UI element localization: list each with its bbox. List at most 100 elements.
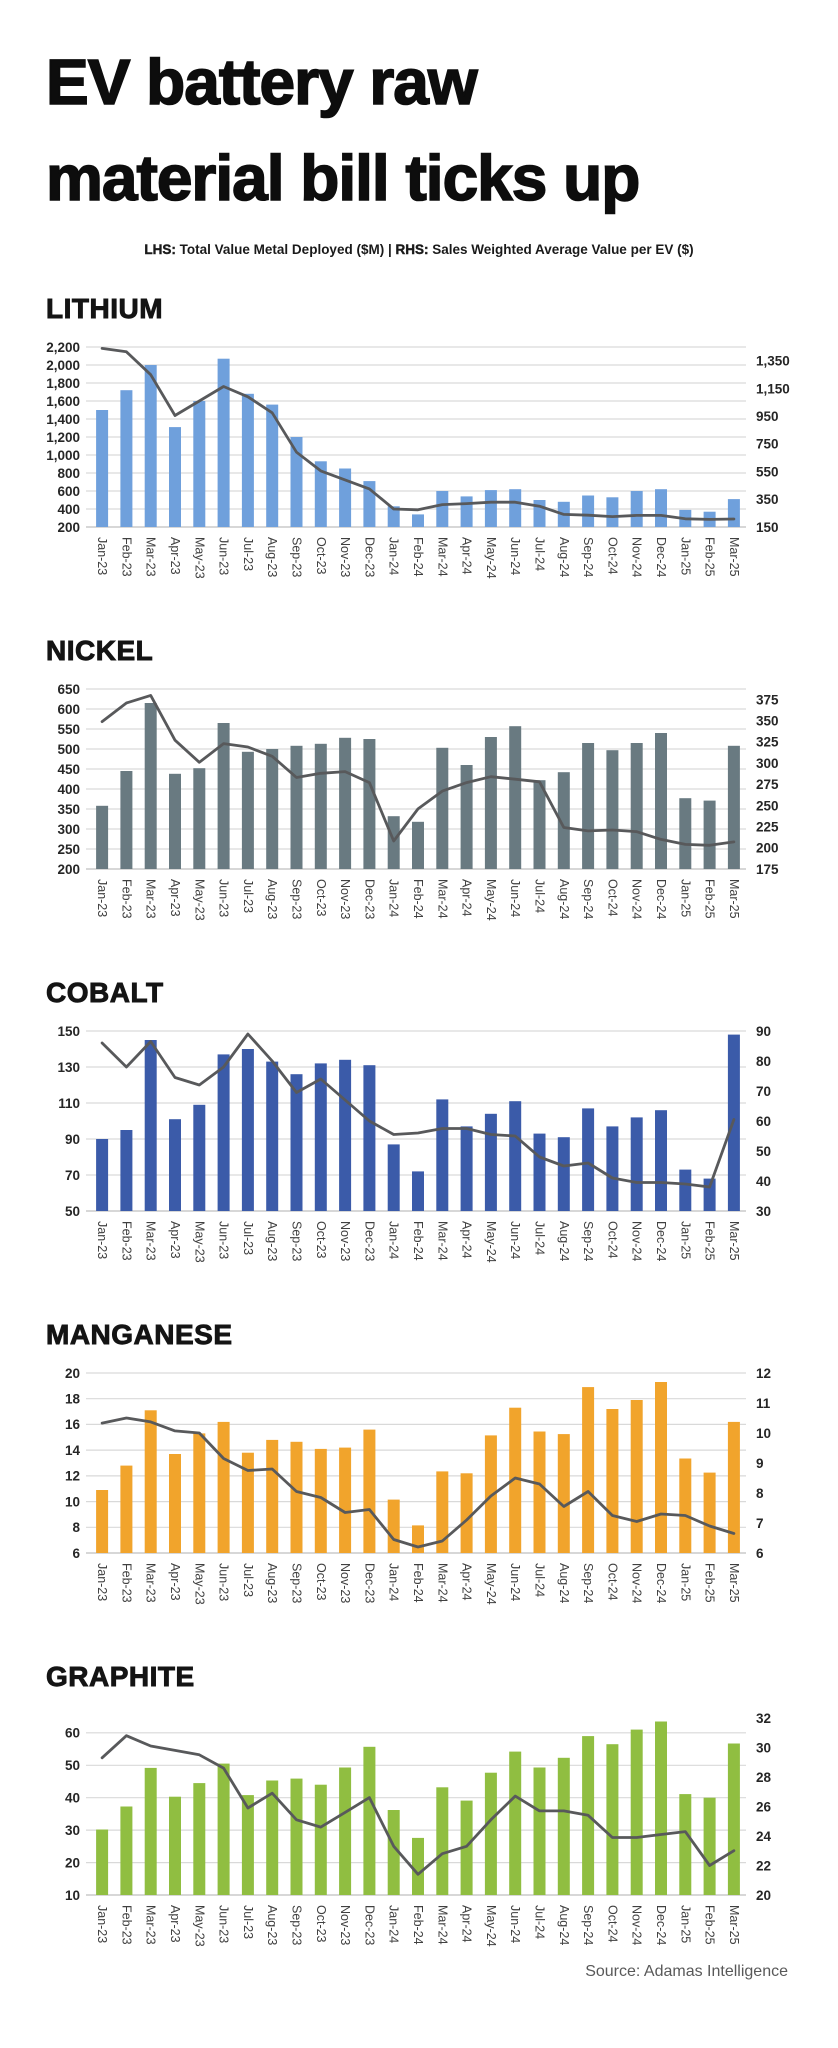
x-tick-label: Mar-25 [727, 1905, 741, 1945]
bar-Aug-24 [557, 1434, 570, 1553]
x-tick-label: Feb-24 [411, 1563, 425, 1603]
x-tick-label: May-23 [192, 1563, 206, 1605]
x-tick-label: Apr-24 [460, 1221, 474, 1259]
x-tick-label: Apr-24 [460, 879, 474, 917]
x-tick-label: Mar-25 [727, 1563, 741, 1603]
bar-Mar-24 [436, 491, 449, 527]
chart-nickel: 650 600 550 500 450 400 350 300 250 200 375 350 325 3… [24, 669, 838, 923]
x-tick-label: May-23 [192, 1905, 206, 1947]
chart-title-cobalt: COBALT [46, 977, 164, 1009]
bar-Jul-24 [533, 1767, 546, 1895]
x-tick-label: Jan-24 [387, 879, 401, 917]
x-tick-label: Feb-23 [119, 1563, 133, 1603]
chart-svg-lithium: 2,200 2,000 1,800 1,600 1,400 1,200 1,000 800 60… [46, 340, 790, 579]
section-nickel: NICKEL 650 600 550 500 450 400 350 300 250 200 375… [0, 635, 838, 923]
x-tick-label: Aug-24 [557, 1221, 571, 1261]
bar-Mar-24 [436, 1787, 449, 1895]
bar-Apr-23 [169, 1454, 181, 1553]
left-tick-label: 40 [65, 1791, 80, 1806]
bar-Mar-23 [144, 1767, 157, 1895]
bar-Feb-24 [412, 514, 424, 527]
bar-Jul-23 [241, 751, 254, 869]
left-tick-label: 2,200 [46, 340, 80, 355]
x-tick-label: Jun-24 [508, 1221, 522, 1259]
right-tick-label: 1,150 [756, 381, 790, 396]
bar-Feb-24 [412, 1837, 424, 1895]
x-tick-label: Jun-23 [217, 1563, 231, 1601]
bar-Jul-23 [241, 393, 254, 527]
chart-cobalt: 150 130 110 90 70 50 90 80 70 60 50 40 30 Jan-23 Feb-2… [24, 1011, 838, 1265]
x-tick-label: Apr-23 [168, 1563, 182, 1601]
bar-Feb-24 [412, 821, 424, 869]
bar-Mar-23 [144, 1040, 157, 1211]
x-tick-label: Dec-23 [362, 1905, 376, 1945]
chart-manganese: 20 18 16 14 12 10 8 6 12 11 10 9 8 7 6 Jan-23 Feb-23 Mar-… [24, 1353, 838, 1607]
bar-Jul-23 [241, 1795, 254, 1895]
bar-Nov-24 [630, 1400, 643, 1553]
x-tick-label: Dec-23 [362, 1221, 376, 1261]
x-tick-label: Apr-24 [460, 1563, 474, 1601]
section-graphite: GRAPHITE 60 50 40 30 20 10 32 30 28 26 24 22 20 Jan-2… [0, 1661, 838, 1949]
x-tick-label: Feb-24 [411, 1221, 425, 1261]
right-tick-label: 550 [756, 464, 779, 479]
chart-title-graphite: GRAPHITE [46, 1661, 195, 1693]
bar-Sep-24 [582, 495, 595, 527]
x-tick-label: May-23 [192, 879, 206, 921]
bar-May-23 [193, 1783, 206, 1895]
x-tick-label: Dec-23 [362, 537, 376, 577]
bar-Jul-23 [241, 1049, 254, 1211]
left-tick-label: 10 [65, 1888, 80, 1903]
bar-Aug-24 [557, 772, 570, 869]
right-tick-label: 12 [756, 1366, 771, 1381]
lhs-text: Total Value Metal Deployed ($M) | [175, 242, 396, 257]
x-tick-label: Jun-23 [217, 1905, 231, 1943]
left-tick-label: 60 [65, 1726, 80, 1741]
bar-Feb-23 [120, 1465, 133, 1553]
x-tick-label: Oct-24 [605, 879, 619, 917]
x-tick-label: Jan-24 [387, 1905, 401, 1943]
chart-svg-cobalt: 150 130 110 90 70 50 90 80 70 60 50 40 30 Jan-23 Feb-2… [57, 1024, 771, 1263]
x-tick-label: Mar-23 [144, 879, 158, 919]
left-tick-label: 550 [57, 722, 80, 737]
bar-Dec-24 [655, 733, 667, 869]
right-tick-label: 8 [756, 1486, 764, 1501]
right-tick-label: 275 [756, 777, 779, 792]
left-tick-label: 1,200 [46, 430, 80, 445]
x-tick-label: Mar-23 [144, 1905, 158, 1945]
bar-Nov-23 [339, 737, 352, 869]
left-tick-label: 150 [57, 1024, 80, 1039]
left-tick-label: 650 [57, 682, 80, 697]
bar-Jan-24 [387, 816, 400, 869]
bar-Sep-24 [582, 1108, 595, 1211]
bar-Mar-24 [436, 1471, 449, 1553]
bar-Sep-23 [290, 1441, 303, 1553]
bar-Nov-23 [339, 1767, 352, 1895]
bar-Feb-25 [703, 1797, 716, 1895]
bar-Mar-24 [436, 747, 449, 869]
left-tick-label: 600 [57, 702, 80, 717]
x-tick-label: Apr-23 [168, 1905, 182, 1943]
x-tick-label: Feb-23 [119, 537, 133, 577]
x-tick-label: Mar-23 [144, 537, 158, 577]
bar-Jun-24 [509, 1751, 522, 1895]
left-tick-label: 250 [57, 842, 80, 857]
x-tick-label: Sep-23 [290, 537, 304, 577]
x-tick-label: Sep-24 [581, 537, 595, 577]
x-tick-label: Sep-24 [581, 1563, 595, 1603]
bar-May-24 [484, 1435, 497, 1553]
x-tick-label: Aug-24 [557, 1905, 571, 1945]
bar-Mar-25 [727, 1421, 740, 1553]
bar-Aug-23 [266, 404, 279, 527]
x-tick-label: Oct-24 [605, 537, 619, 575]
left-tick-label: 70 [65, 1168, 80, 1183]
chart-graphite: 60 50 40 30 20 10 32 30 28 26 24 22 20 Jan-23 Feb-23 Ma… [24, 1695, 838, 1949]
bar-Oct-23 [314, 743, 327, 869]
bar-Apr-24 [460, 765, 473, 869]
x-tick-label: Jan-23 [95, 879, 109, 917]
bar-May-23 [193, 401, 206, 527]
x-tick-label: Jul-24 [533, 1563, 547, 1597]
bar-Apr-24 [460, 1473, 473, 1553]
x-tick-label: Aug-23 [265, 537, 279, 577]
x-tick-label: Feb-25 [703, 1221, 717, 1261]
bar-Jul-23 [241, 1452, 254, 1553]
